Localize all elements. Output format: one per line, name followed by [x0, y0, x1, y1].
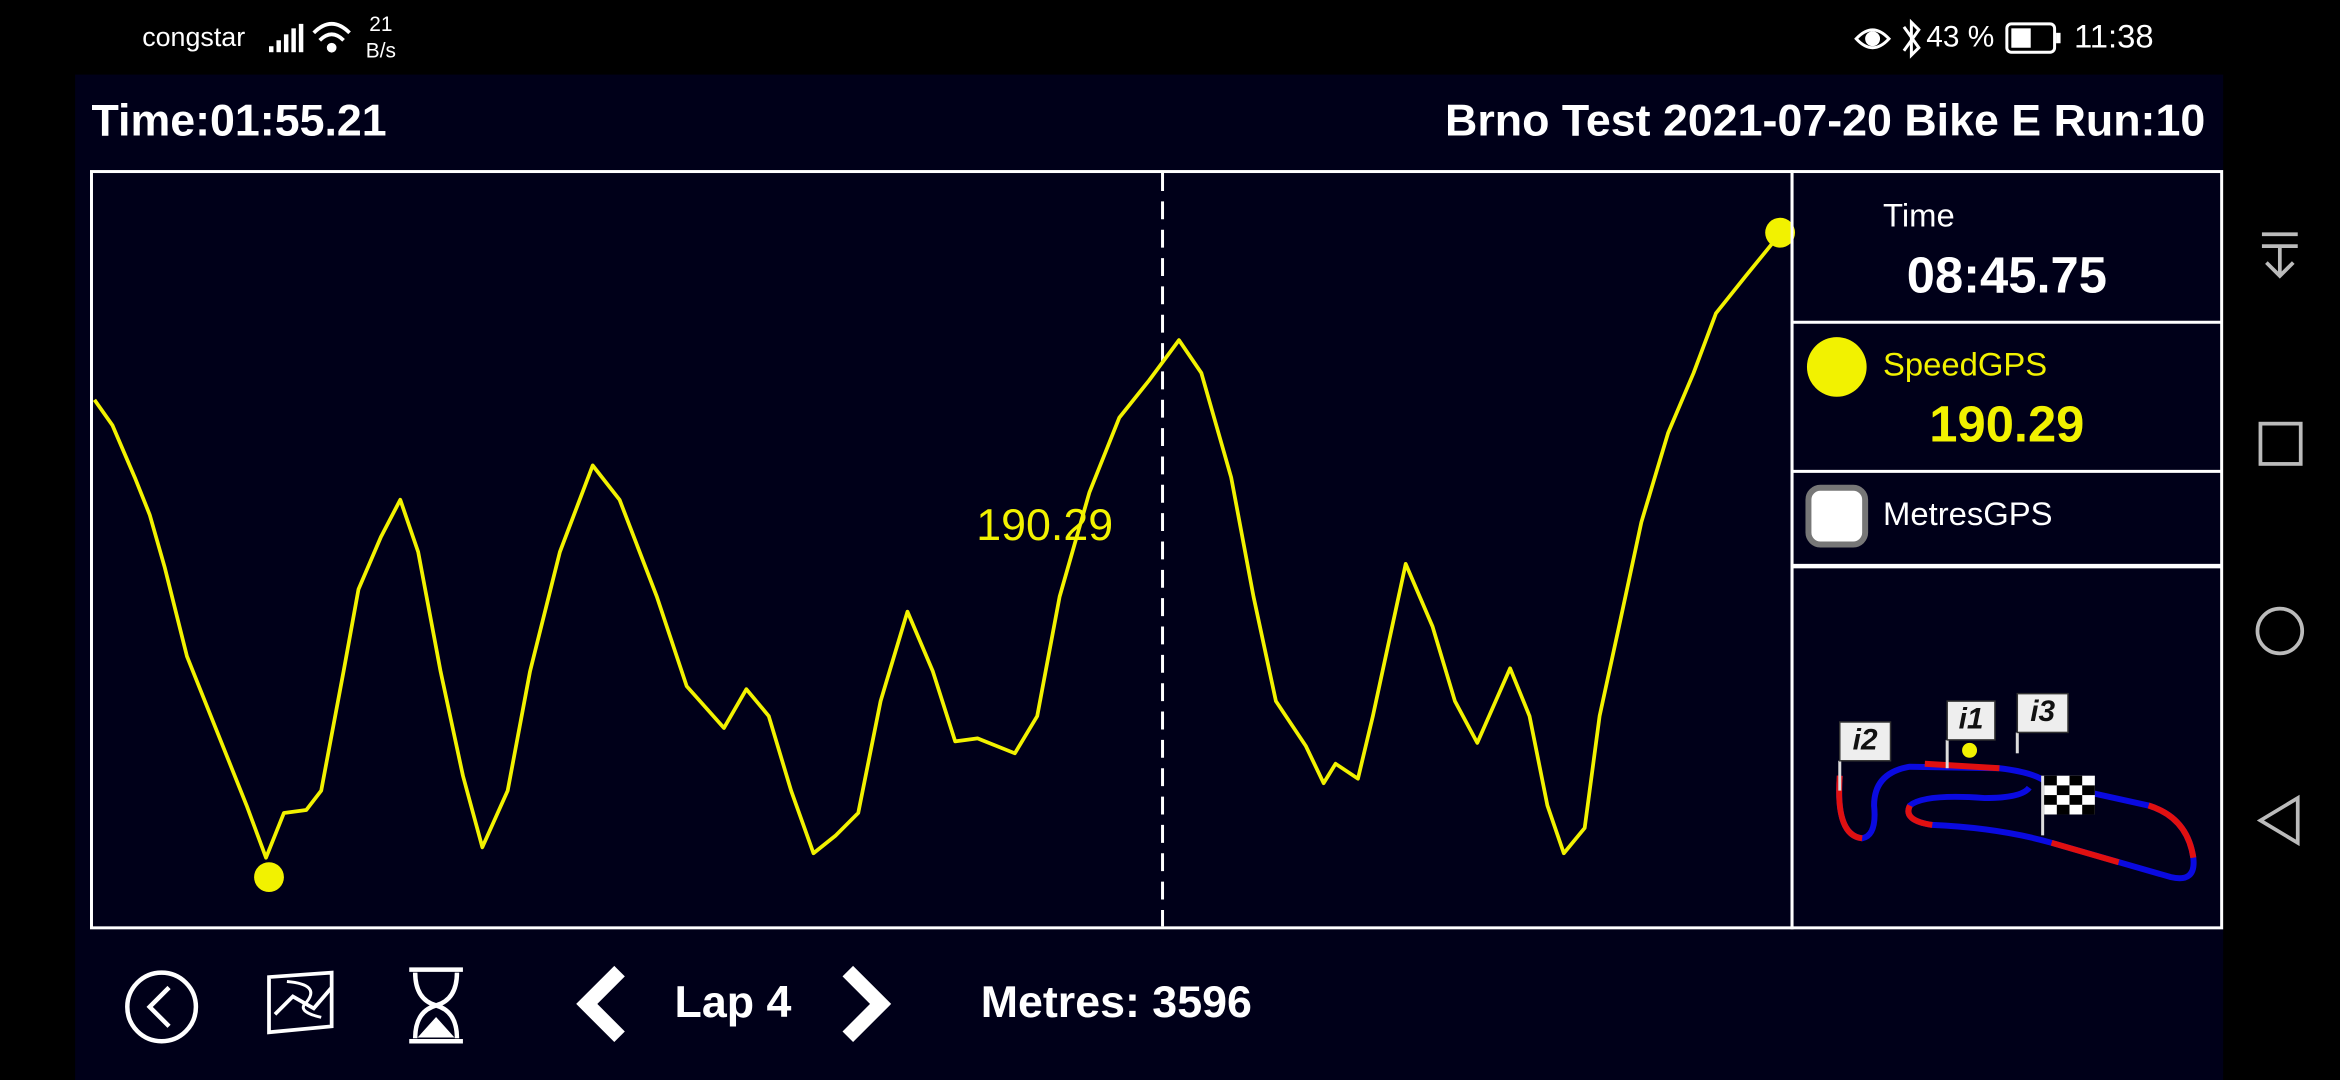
nav-recent[interactable] — [2258, 421, 2303, 466]
flag-label: i1 — [1959, 702, 1984, 735]
flag-label: i2 — [1853, 723, 1878, 756]
wifi-icon — [312, 22, 351, 53]
sector-flag: i3 — [2015, 692, 2069, 754]
lap-label: Lap 4 — [674, 977, 791, 1027]
net-speed: 21 — [369, 13, 392, 36]
channel-name[interactable]: SpeedGPS — [1883, 346, 2047, 383]
app-area — [75, 74, 2224, 1080]
track-button[interactable] — [267, 970, 334, 1035]
sector-flag: i2 — [1838, 721, 1892, 791]
sector-flag: i1 — [1945, 700, 1996, 769]
prev-lap-button[interactable] — [576, 965, 625, 1043]
signal-icon — [269, 23, 304, 53]
track-outline — [1836, 763, 2197, 882]
track-map: i2 i1 i3 — [1836, 692, 2197, 882]
lap-time: Time:01:55.21 — [91, 96, 386, 146]
track-sector — [2147, 802, 2197, 859]
channel-name[interactable]: Time — [1883, 196, 1955, 233]
net-unit: B/s — [366, 40, 396, 63]
channel-value: 190.29 — [1929, 396, 2084, 453]
toolbar — [125, 965, 892, 1044]
status-bar: congstar 21 B/s 43 % 11:38 — [142, 13, 2153, 63]
clock: 11:38 — [2074, 17, 2154, 54]
cursor-marker — [1765, 217, 1796, 248]
battery-level: 43 % — [1926, 21, 1994, 54]
bluetooth-icon — [1902, 18, 1921, 59]
track-sector — [1924, 760, 2000, 772]
speed-trace — [92, 234, 1781, 860]
channel-panel: Time 08:45.75 SpeedGPS 190.29 MetresGPS — [1790, 170, 2224, 930]
track-sector — [1905, 804, 1933, 828]
nav-back[interactable] — [2256, 794, 2300, 847]
battery-icon — [2005, 22, 2061, 54]
nav-notify[interactable] — [2261, 232, 2298, 279]
divider — [1792, 563, 2222, 569]
track-sector — [2050, 839, 2120, 866]
nav-bar — [2255, 232, 2305, 847]
cursor-value: 190.29 — [976, 500, 1113, 550]
finish-flag — [2041, 775, 2095, 836]
next-lap-button[interactable] — [842, 965, 892, 1043]
timer-button[interactable] — [409, 967, 463, 1044]
channel-name[interactable]: MetresGPS — [1883, 495, 2053, 532]
back-button[interactable] — [125, 970, 199, 1044]
channel-toggle[interactable] — [1805, 484, 1869, 548]
channel-value: 08:45.75 — [1907, 246, 2107, 303]
flag-label: i3 — [2030, 695, 2055, 728]
metres-label: Metres: 3596 — [981, 977, 1252, 1027]
channel-toggle[interactable] — [1806, 337, 1867, 397]
eye-icon — [1854, 28, 1892, 50]
position-marker — [1962, 742, 1978, 758]
carrier: congstar — [142, 22, 245, 52]
panel-frame — [1790, 170, 2224, 930]
nav-home[interactable] — [2255, 606, 2305, 656]
min-marker — [254, 862, 284, 893]
session-title: Brno Test 2021-07-20 Bike E Run:10 — [1445, 96, 2205, 146]
